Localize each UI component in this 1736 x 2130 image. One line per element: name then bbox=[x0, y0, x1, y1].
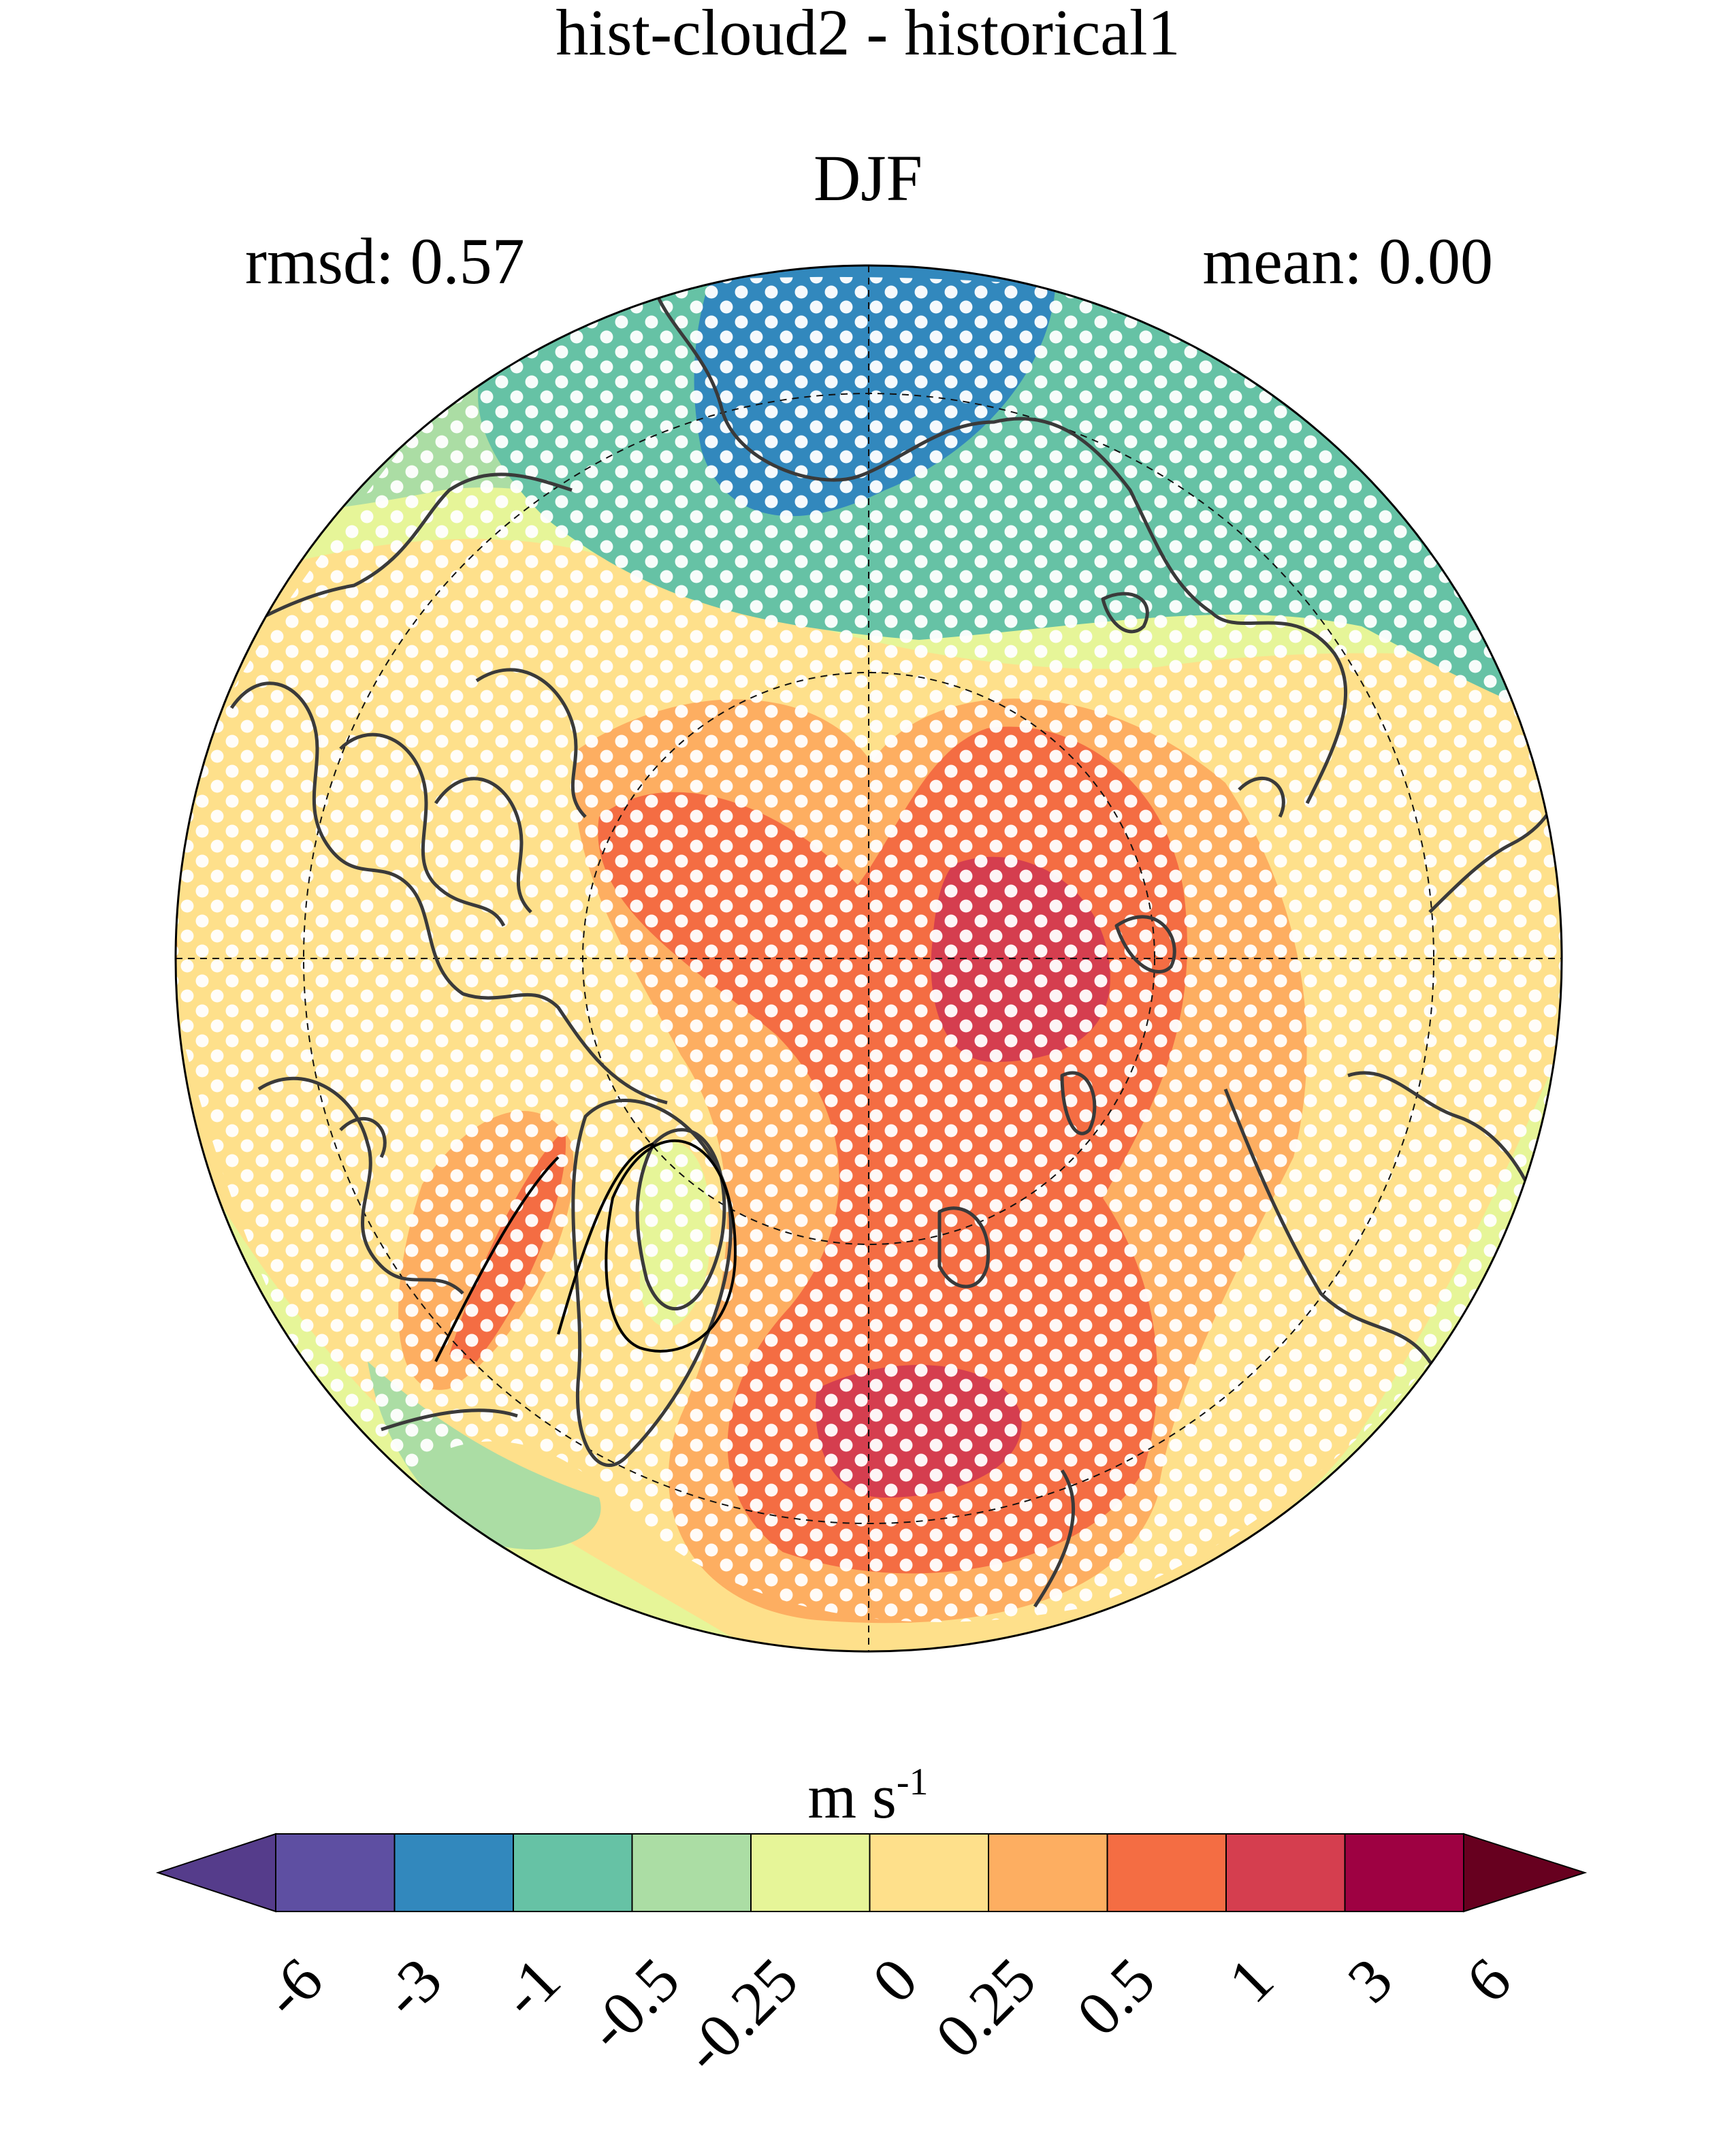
map-title: hist-cloud2 - historical1 bbox=[556, 0, 1180, 69]
units-base: m s bbox=[807, 1762, 897, 1831]
colorbar-segment bbox=[631, 1833, 752, 1912]
polar-map bbox=[174, 264, 1563, 1653]
colorbar-segment bbox=[275, 1833, 396, 1912]
colorbar-segment bbox=[869, 1833, 989, 1912]
colorbar-segment bbox=[393, 1833, 514, 1912]
colorbar-segment bbox=[1106, 1833, 1227, 1912]
significance-stippling bbox=[176, 276, 1562, 1622]
graticule bbox=[176, 265, 1562, 1651]
map-boundary bbox=[174, 264, 1563, 1653]
colorbar-segment bbox=[1344, 1833, 1464, 1912]
colorbar-under-triangle bbox=[155, 1833, 276, 1913]
mean-label: mean: 0.00 bbox=[1202, 225, 1493, 297]
field-neg-0.5-neg-0.25-sw bbox=[368, 1361, 601, 1550]
colorbar-units: m s-1 bbox=[0, 1763, 1736, 1828]
colorbar-segment bbox=[513, 1833, 633, 1912]
colorbar-segment bbox=[750, 1833, 871, 1912]
colorbar-segment bbox=[988, 1833, 1108, 1912]
rmsd-label: rmsd: 0.57 bbox=[245, 225, 525, 297]
anomaly-contours bbox=[434, 1139, 737, 1362]
units-exponent: -1 bbox=[896, 1761, 929, 1803]
season-label: DJF bbox=[813, 142, 923, 214]
colorbar-segment bbox=[1225, 1833, 1346, 1912]
colorbar-over-triangle bbox=[1463, 1833, 1588, 1913]
